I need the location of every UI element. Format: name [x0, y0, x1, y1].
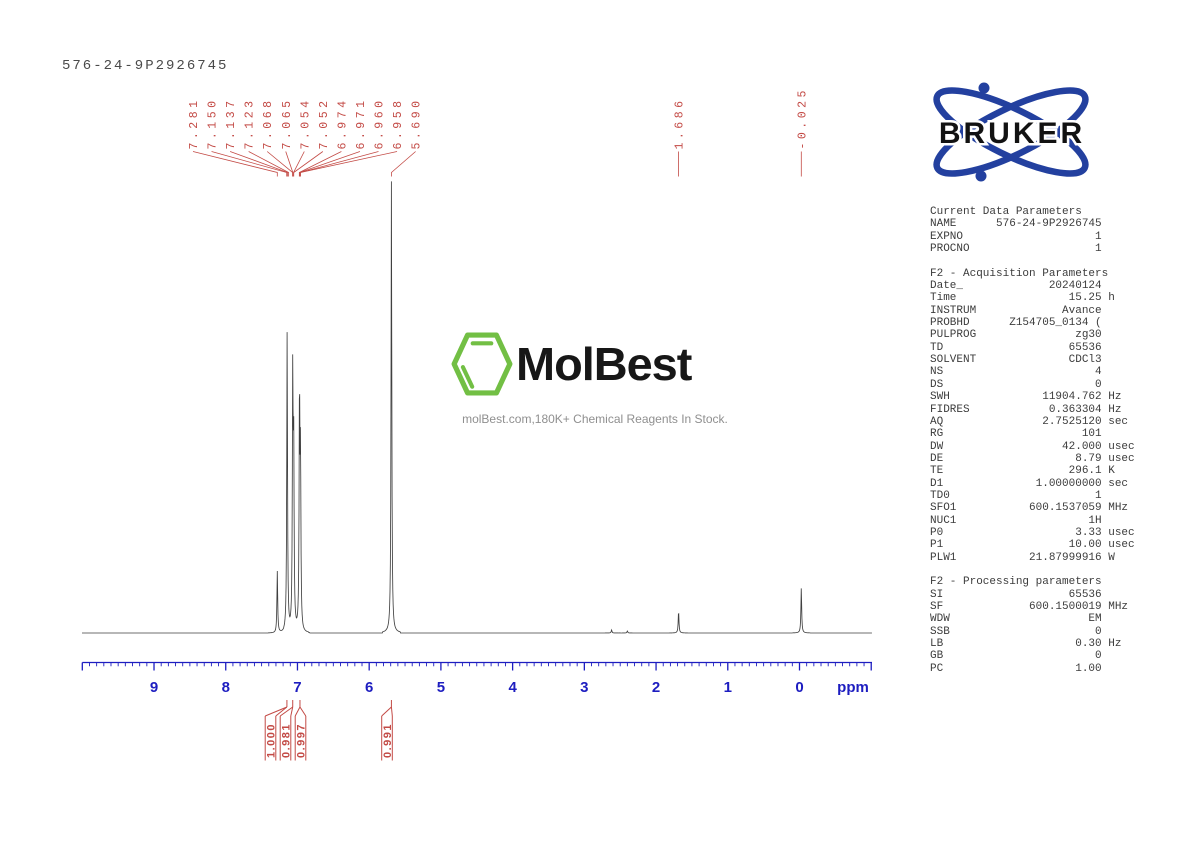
molbest-brand-row: MolBest — [451, 332, 743, 396]
benzene-hexagon-icon — [451, 332, 513, 396]
peak-label: 7.123 — [244, 97, 257, 149]
molbest-tagline: molBest.com,180K+ Chemical Reagents In S… — [462, 412, 728, 426]
x-axis: 9 8 7 6 5 4 3 2 1 0 ppm — [81, 661, 872, 696]
peak-label: 7.068 — [262, 97, 275, 149]
sample-id: 576-24-9P2926745 — [62, 58, 229, 74]
svg-text:8: 8 — [222, 679, 230, 696]
peak-label: 6.971 — [355, 97, 368, 149]
svg-text:9: 9 — [150, 679, 158, 696]
svg-text:1: 1 — [724, 679, 732, 696]
bruker-logo: BRUKER — [918, 80, 1106, 186]
peak-label: 6.960 — [374, 97, 387, 149]
peak-label: 7.065 — [281, 97, 294, 149]
svg-text:2: 2 — [652, 679, 660, 696]
integral-value: 1.000 — [266, 723, 278, 758]
integral-value: 0.981 — [281, 723, 293, 758]
x-axis-unit-label: ppm — [837, 679, 869, 696]
peak-label: 7.137 — [225, 97, 238, 149]
peak-label: 7.052 — [318, 97, 331, 149]
peak-label: 7.150 — [207, 97, 220, 149]
spectrum-trace — [82, 181, 872, 634]
svg-text:0: 0 — [795, 679, 803, 696]
peak-label: 1.686 — [674, 97, 687, 149]
integral-value: 0.997 — [296, 723, 308, 758]
svg-text:4: 4 — [508, 679, 517, 696]
peak-label: 7.281 — [188, 97, 201, 149]
integral-value: 0.991 — [382, 723, 394, 758]
bruker-atom-icon: BRUKER — [933, 82, 1089, 182]
integral-labels: 1.000 0.981 0.997 0.991 — [264, 700, 394, 761]
peak-label: 6.958 — [392, 97, 405, 149]
peak-label: -0.025 — [796, 87, 809, 149]
peak-label: 7.054 — [299, 97, 312, 149]
peak-label: 5.690 — [411, 97, 424, 149]
peak-labels: 7.281 7.150 7.137 7.123 7.068 7.065 7.054 7.052… — [188, 87, 809, 177]
peak-label: 6.974 — [336, 97, 349, 149]
svg-text:7: 7 — [293, 679, 301, 696]
molbest-brand-name: MolBest — [516, 338, 692, 390]
svg-text:5: 5 — [437, 679, 445, 696]
svg-text:6: 6 — [365, 679, 373, 696]
svg-text:3: 3 — [580, 679, 588, 696]
parameter-list: Current Data Parameters NAME 576-24-9P29… — [930, 206, 1135, 675]
bruker-wordmark: BRUKER — [939, 117, 1085, 150]
molbest-watermark: MolBest molBest.com,180K+ Chemical Reage… — [447, 332, 743, 426]
